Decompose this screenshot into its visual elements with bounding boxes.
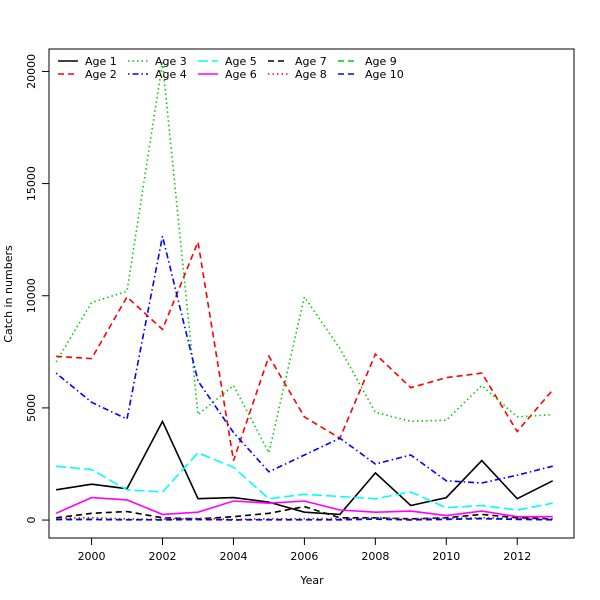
y-axis: 0 5000 10000 15000 20000 (25, 54, 49, 524)
series-line-age-7 (55, 505, 553, 520)
x-tick-label: 2006 (290, 550, 318, 563)
legend-label: Age 9 (365, 55, 397, 68)
legend-label: Age 8 (295, 68, 327, 81)
series-line-age-5 (56, 451, 553, 511)
series-line-age-2 (56, 238, 554, 461)
series-line-age-3 (55, 62, 553, 456)
legend-label: Age 7 (295, 55, 327, 68)
x-tick-label: 2010 (432, 550, 460, 563)
series-layer (55, 62, 554, 521)
x-axis-title: Year (299, 574, 324, 587)
y-axis-title: Catch in numbers (2, 245, 15, 343)
series-line-age-1 (55, 419, 554, 516)
legend-label: Age 2 (85, 68, 117, 81)
legend-label: Age 3 (155, 55, 187, 68)
legend-label: Age 5 (225, 55, 257, 68)
y-tick-label: 20000 (25, 54, 38, 89)
y-tick-label: 0 (25, 517, 38, 524)
legend-label: Age 1 (85, 55, 117, 68)
series-line-age-6 (55, 496, 553, 518)
x-tick-label: 2004 (219, 550, 247, 563)
legend-label: Age 10 (365, 68, 404, 81)
legend-label: Age 6 (225, 68, 257, 81)
series-line-age-10 (56, 517, 553, 521)
legend-label: Age 4 (155, 68, 187, 81)
y-tick-label: 10000 (25, 278, 38, 313)
series-line-age-4 (55, 236, 553, 484)
y-tick-label: 5000 (25, 394, 38, 422)
x-tick-label: 2012 (503, 550, 531, 563)
y-tick-label: 15000 (25, 166, 38, 201)
x-tick-label: 2000 (78, 550, 106, 563)
plot-area-frame (48, 48, 575, 539)
series-line-age-8 (56, 516, 553, 521)
x-tick-label: 2008 (361, 550, 389, 563)
x-tick-label: 2002 (149, 550, 177, 563)
x-axis: 2000 2002 2004 2006 2008 2010 2012 (78, 538, 531, 563)
